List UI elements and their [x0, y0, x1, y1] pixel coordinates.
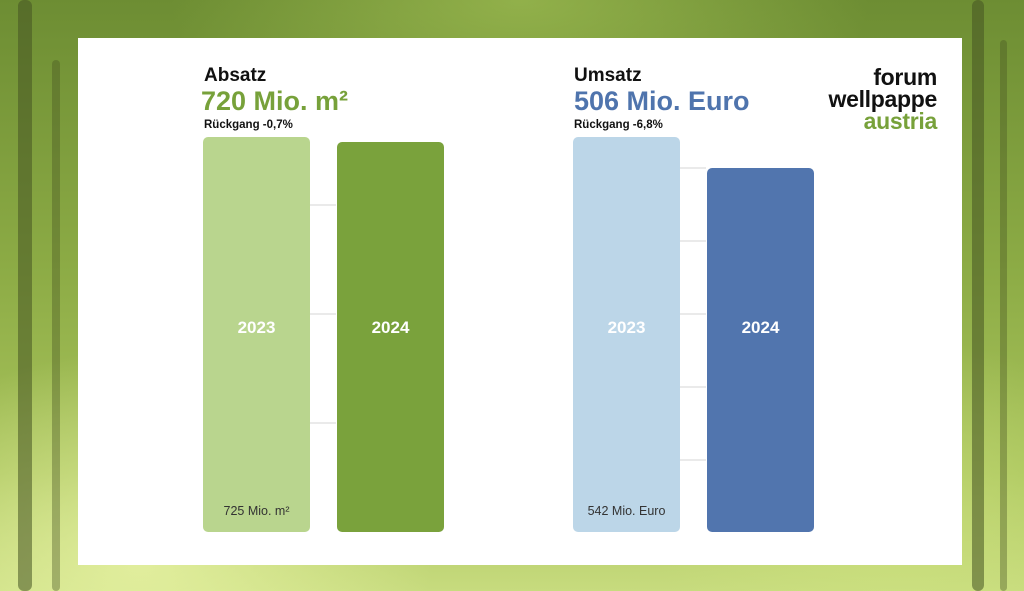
absatz-bar-2023 — [203, 137, 310, 532]
absatz-title: Absatz — [204, 65, 266, 86]
absatz-bar-2024-label: 2024 — [372, 318, 410, 337]
umsatz-panel: Umsatz 506 Mio. Euro Rückgang -6,8% 2023… — [573, 65, 814, 532]
forum-wellpappe-austria-logo: forum wellpappe austria — [828, 64, 938, 134]
tree-trunk — [972, 0, 984, 591]
absatz-change: Rückgang -0,7% — [204, 119, 293, 131]
tree-trunk — [52, 60, 60, 591]
umsatz-bar-2024 — [707, 168, 814, 532]
umsatz-title: Umsatz — [574, 65, 642, 86]
umsatz-headline-value: 506 Mio. Euro — [574, 86, 750, 116]
umsatz-bar-2023 — [573, 137, 680, 532]
infographic-card: Absatz 720 Mio. m² Rückgang -0,7% 2023 2… — [78, 38, 962, 565]
umsatz-bar-2023-label: 2023 — [608, 318, 646, 337]
bar-charts: Absatz 720 Mio. m² Rückgang -0,7% 2023 2… — [201, 64, 938, 532]
logo-line-wellpappe: wellpappe — [828, 86, 938, 112]
absatz-bar-2023-label: 2023 — [238, 318, 276, 337]
umsatz-bar-2023-value-label: 542 Mio. Euro — [588, 504, 666, 518]
umsatz-change: Rückgang -6,8% — [574, 119, 663, 131]
absatz-headline-value: 720 Mio. m² — [201, 86, 348, 116]
absatz-bar-2024 — [337, 142, 444, 532]
logo-line-forum: forum — [873, 64, 937, 90]
absatz-panel: Absatz 720 Mio. m² Rückgang -0,7% 2023 2… — [201, 65, 444, 532]
tree-trunk — [1000, 40, 1007, 591]
logo-line-austria: austria — [864, 108, 938, 134]
tree-trunk — [18, 0, 32, 591]
absatz-bar-2023-value-label: 725 Mio. m² — [224, 504, 290, 518]
umsatz-bar-2024-label: 2024 — [742, 318, 780, 337]
